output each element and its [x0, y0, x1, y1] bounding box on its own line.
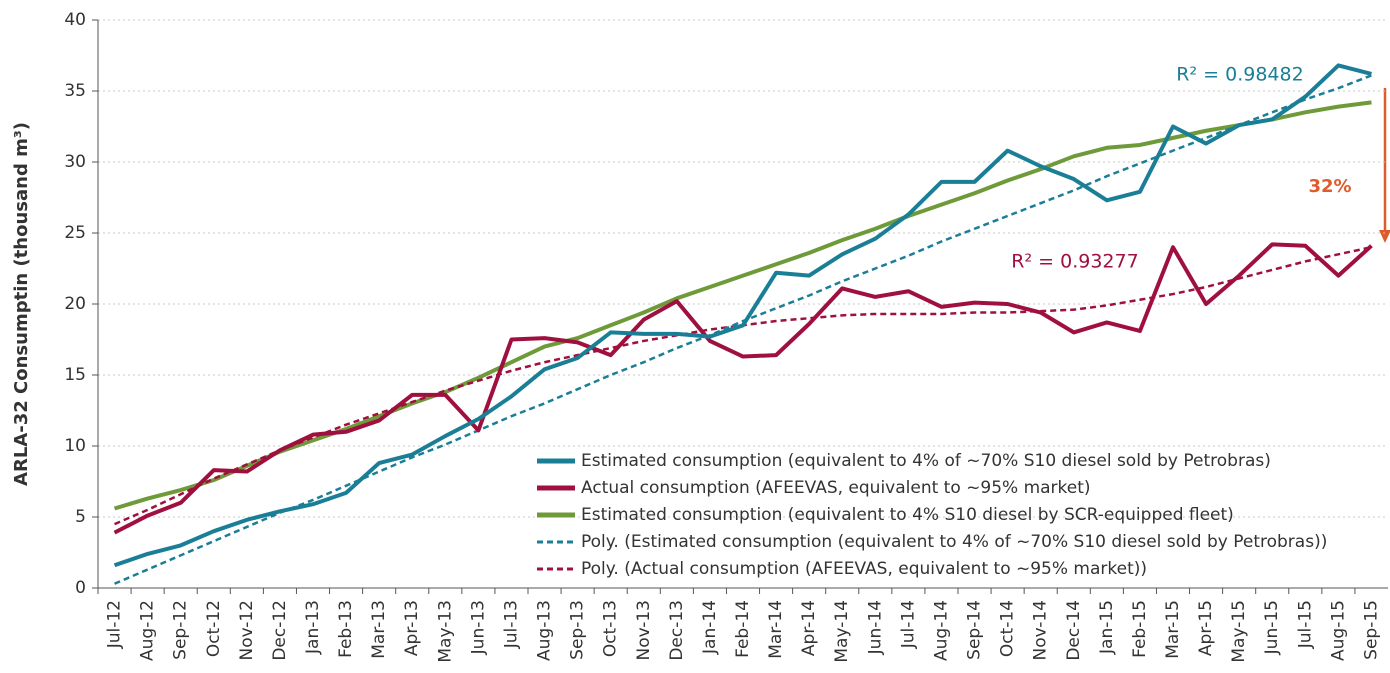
legend-label: Poly. (Actual consumption (AFEEVAS, equi… — [581, 559, 1147, 579]
trend-line — [114, 74, 1372, 585]
x-tick-label: Sep-15 — [1361, 600, 1381, 660]
x-tick-label: Oct-14 — [998, 600, 1018, 657]
x-tick-label: Sep-12 — [171, 600, 191, 660]
annotation: 32% — [1308, 176, 1351, 197]
y-tick-label: 20 — [64, 294, 86, 314]
x-tick-label: Aug-15 — [1328, 600, 1348, 661]
x-tick-label: Dec-12 — [270, 600, 290, 661]
legend-label: Actual consumption (AFEEVAS, equivalent … — [581, 478, 1091, 498]
series-line — [113, 242, 1373, 535]
y-tick-label: 15 — [64, 365, 86, 385]
y-axis-label: ARLA-32 Consumptin (thousand m³) — [11, 122, 32, 486]
x-tick-label: Jul-13 — [501, 600, 521, 649]
x-tick-label: Mar-14 — [766, 600, 786, 659]
x-tick-label: Nov-12 — [237, 600, 257, 661]
x-tick-label: Apr-15 — [1196, 600, 1216, 656]
y-tick-label: 10 — [64, 436, 86, 456]
x-tick-label: May-13 — [435, 600, 455, 663]
x-tick-label: Sep-14 — [965, 600, 985, 660]
x-tick-label: Dec-13 — [667, 600, 687, 661]
x-tick-label: Mar-13 — [369, 600, 389, 659]
legend-label: Estimated consumption (equivalent to 4% … — [581, 451, 1271, 471]
x-tick-label: Feb-14 — [733, 600, 753, 658]
annotation: R² = 0.93277 — [1011, 251, 1138, 273]
x-tick-label: Feb-13 — [336, 600, 356, 658]
x-tick-label: Nov-13 — [634, 600, 654, 661]
x-tick-label: Aug-13 — [535, 600, 555, 661]
x-tick-label: Jan-13 — [303, 600, 323, 655]
x-tick-label: Jul-14 — [898, 600, 918, 649]
x-tick-label: Jul-12 — [105, 600, 125, 649]
x-tick-label: Aug-12 — [138, 600, 158, 661]
x-tick-label: Dec-14 — [1064, 600, 1084, 661]
x-tick-label: Oct-13 — [601, 600, 621, 657]
x-tick-label: Jul-15 — [1295, 600, 1315, 649]
x-tick-label: May-14 — [832, 600, 852, 663]
y-tick-label: 30 — [64, 152, 86, 172]
y-tick-label: 40 — [64, 10, 86, 30]
x-tick-label: Nov-14 — [1031, 600, 1051, 661]
legend-label: Estimated consumption (equivalent to 4% … — [581, 505, 1234, 525]
y-tick-label: 5 — [75, 507, 86, 527]
x-tick-label: Jan-14 — [700, 600, 720, 655]
arrow-head — [1379, 230, 1390, 243]
x-tick-label: Apr-13 — [402, 600, 422, 656]
annotation: R² = 0.98482 — [1176, 64, 1303, 86]
x-tick-label: Oct-12 — [204, 600, 224, 657]
series-line — [113, 100, 1372, 511]
x-tick-label: May-15 — [1229, 600, 1249, 663]
x-tick-label: Aug-14 — [931, 600, 951, 661]
x-tick-label: Jan-15 — [1097, 600, 1117, 655]
x-tick-label: Jun-13 — [468, 600, 488, 655]
x-tick-label: Feb-15 — [1130, 600, 1150, 658]
y-tick-label: 35 — [64, 81, 86, 101]
y-tick-label: 0 — [75, 578, 86, 598]
x-tick-label: Mar-15 — [1163, 600, 1183, 659]
x-tick-label: Jun-14 — [865, 600, 885, 655]
series-line — [113, 63, 1372, 568]
legend-label: Poly. (Estimated consumption (equivalent… — [581, 532, 1327, 552]
x-tick-label: Apr-14 — [799, 600, 819, 656]
y-tick-label: 25 — [64, 223, 86, 243]
x-tick-label: Sep-13 — [568, 600, 588, 660]
x-tick-label: Jun-15 — [1262, 600, 1282, 655]
